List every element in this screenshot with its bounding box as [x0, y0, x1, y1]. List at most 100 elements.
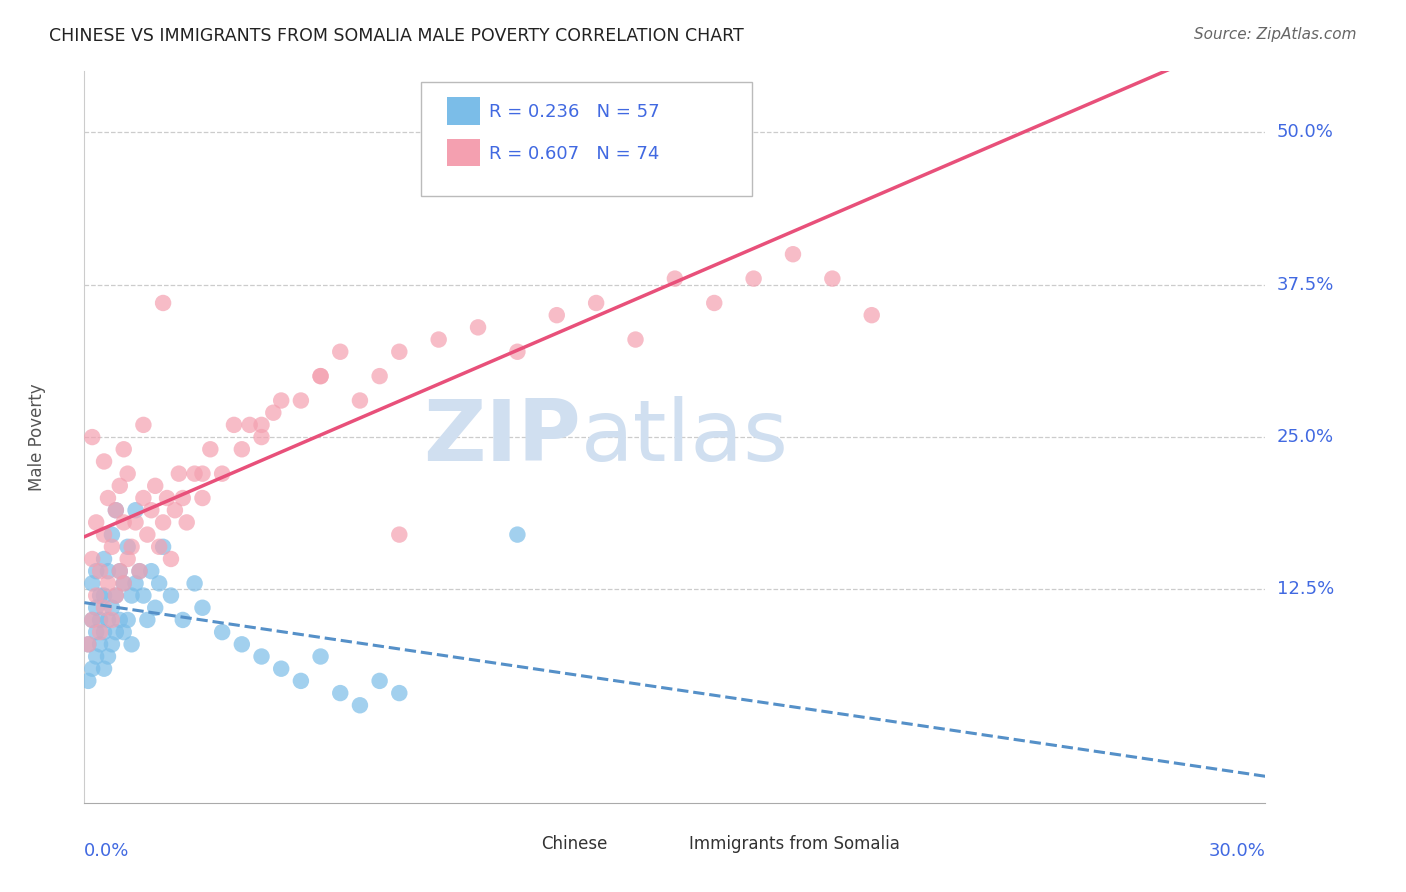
Point [93, 454, 115, 468]
Text: Immigrants from Somalia: Immigrants from Somalia [689, 836, 900, 854]
Bar [447, 97, 479, 125]
Point [121, 540, 143, 554]
Text: ZIP: ZIP [423, 395, 581, 479]
Point [121, 589, 143, 603]
Point [77, 637, 100, 651]
Point [89, 625, 111, 640]
Point [309, 649, 332, 664]
Point [176, 516, 198, 530]
Point [84, 649, 107, 664]
Point [112, 516, 135, 530]
Point [388, 686, 411, 700]
Point [290, 673, 312, 688]
Point [104, 589, 127, 603]
Text: R = 0.607   N = 74: R = 0.607 N = 74 [489, 145, 659, 163]
Point [270, 393, 292, 408]
FancyBboxPatch shape [420, 82, 752, 195]
Point [250, 430, 273, 444]
Point [82, 430, 104, 444]
Point [101, 613, 124, 627]
Point [163, 503, 186, 517]
Point [93, 527, 115, 541]
Point [231, 442, 253, 457]
Point [250, 649, 273, 664]
Text: 25.0%: 25.0% [1277, 428, 1334, 446]
Point [128, 564, 150, 578]
Point [84, 589, 107, 603]
Point [77, 637, 100, 651]
Point [97, 491, 120, 505]
Point [97, 649, 120, 664]
Point [84, 600, 107, 615]
Point [506, 344, 529, 359]
Point [388, 527, 411, 541]
Text: atlas: atlas [581, 395, 789, 479]
Point [97, 564, 120, 578]
Point [108, 564, 131, 578]
Point [82, 613, 104, 627]
Point [585, 296, 607, 310]
Point [290, 393, 312, 408]
Text: 50.0%: 50.0% [1277, 123, 1333, 141]
Point [156, 491, 179, 505]
Point [77, 673, 100, 688]
Text: Male Poverty: Male Poverty [28, 384, 46, 491]
Point [108, 479, 131, 493]
Point [211, 625, 233, 640]
Text: 37.5%: 37.5% [1277, 276, 1334, 293]
Point [84, 516, 107, 530]
Text: Chinese: Chinese [541, 836, 607, 854]
Point [183, 467, 205, 481]
Point [82, 576, 104, 591]
Point [124, 516, 146, 530]
Point [128, 564, 150, 578]
Point [82, 552, 104, 566]
Text: 0.0%: 0.0% [84, 842, 129, 860]
Point [97, 576, 120, 591]
Point [117, 613, 139, 627]
Point [117, 540, 139, 554]
Point [152, 540, 174, 554]
Point [104, 625, 127, 640]
Point [89, 589, 111, 603]
Point [132, 417, 155, 432]
Point [143, 600, 166, 615]
Point [104, 503, 127, 517]
Bar [651, 833, 681, 855]
Point [101, 527, 124, 541]
Point [506, 527, 529, 541]
Point [89, 637, 111, 651]
Point [152, 516, 174, 530]
Point [191, 600, 214, 615]
Point [112, 442, 135, 457]
Point [329, 686, 352, 700]
Point [132, 491, 155, 505]
Point [211, 467, 233, 481]
Point [821, 271, 844, 285]
Point [143, 479, 166, 493]
Point [262, 406, 284, 420]
Point [152, 296, 174, 310]
Point [309, 369, 332, 384]
Point [703, 296, 725, 310]
Point [172, 613, 194, 627]
Point [112, 625, 135, 640]
Point [349, 698, 371, 713]
Point [349, 393, 371, 408]
Point [624, 333, 647, 347]
Point [124, 503, 146, 517]
Point [200, 442, 222, 457]
Point [467, 320, 489, 334]
Point [250, 417, 273, 432]
Point [93, 662, 115, 676]
Point [860, 308, 883, 322]
Point [388, 344, 411, 359]
Point [148, 576, 170, 591]
Point [108, 564, 131, 578]
Text: Source: ZipAtlas.com: Source: ZipAtlas.com [1194, 27, 1357, 42]
Point [93, 589, 115, 603]
Point [239, 417, 262, 432]
Point [148, 540, 170, 554]
Point [97, 613, 120, 627]
Point [132, 589, 155, 603]
